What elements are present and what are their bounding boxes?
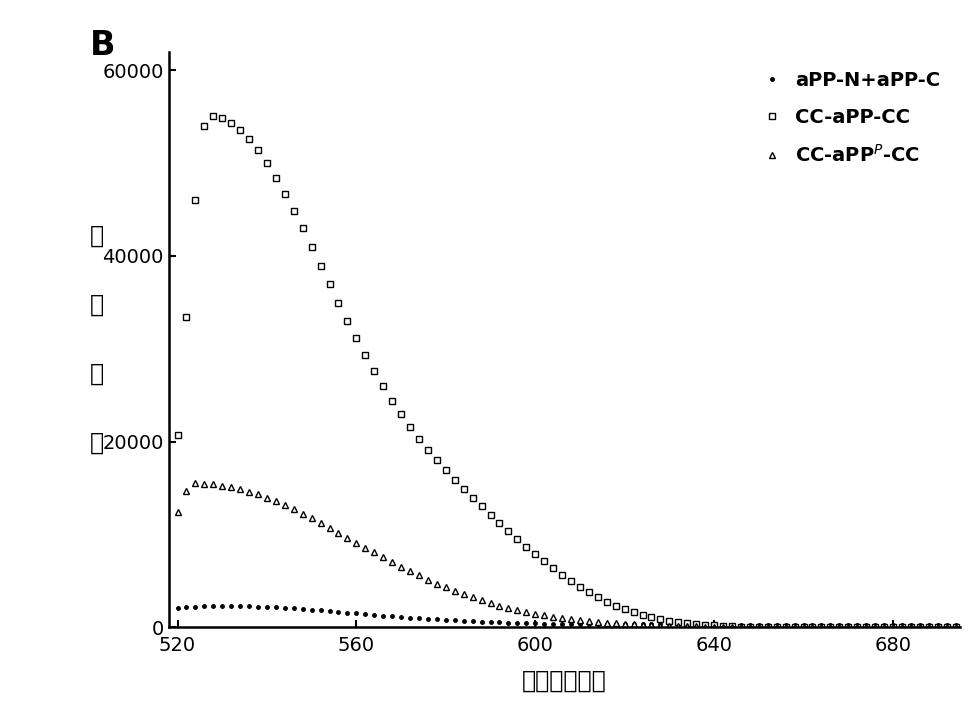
aPP-N+aPP-C — [950, 620, 961, 629]
CC-aPP-CC — [172, 431, 183, 440]
CC-aPP$^P$-CC — [172, 508, 183, 516]
CC-aPP-CC — [189, 196, 201, 204]
CC-aPP-CC — [566, 577, 577, 586]
aPP-N+aPP-C — [189, 602, 201, 611]
CC-aPP-CC — [405, 422, 416, 431]
CC-aPP$^P$-CC — [395, 562, 407, 571]
Text: 荧: 荧 — [91, 224, 104, 248]
CC-aPP$^P$-CC — [566, 615, 577, 624]
Line: CC-aPP$^P$-CC: CC-aPP$^P$-CC — [175, 480, 958, 630]
Line: aPP-N+aPP-C: aPP-N+aPP-C — [176, 604, 957, 626]
CC-aPP$^P$-CC — [199, 479, 211, 488]
aPP-N+aPP-C — [905, 620, 916, 629]
CC-aPP-CC — [950, 623, 961, 632]
aPP-N+aPP-C — [566, 619, 577, 628]
Line: CC-aPP-CC: CC-aPP-CC — [175, 113, 958, 630]
Text: 光: 光 — [91, 293, 104, 317]
CC-aPP-CC — [395, 410, 407, 419]
aPP-N+aPP-C — [405, 613, 416, 622]
aPP-N+aPP-C — [395, 612, 407, 621]
CC-aPP$^P$-CC — [637, 621, 648, 630]
aPP-N+aPP-C — [637, 620, 648, 629]
CC-aPP-CC — [637, 611, 648, 619]
CC-aPP-CC — [905, 623, 916, 632]
X-axis label: 波长（纳米）: 波长（纳米） — [522, 669, 606, 692]
aPP-N+aPP-C — [172, 604, 183, 612]
CC-aPP$^P$-CC — [905, 623, 916, 632]
Legend: aPP-N+aPP-C, CC-aPP-CC, CC-aPP$^P$-CC: aPP-N+aPP-C, CC-aPP-CC, CC-aPP$^P$-CC — [751, 61, 951, 175]
Text: 强: 强 — [91, 362, 104, 386]
CC-aPP$^P$-CC — [405, 567, 416, 575]
Text: B: B — [90, 29, 115, 61]
aPP-N+aPP-C — [216, 601, 228, 610]
Text: 度: 度 — [91, 431, 104, 455]
CC-aPP-CC — [208, 111, 219, 120]
CC-aPP$^P$-CC — [950, 623, 961, 632]
CC-aPP$^P$-CC — [189, 479, 201, 488]
